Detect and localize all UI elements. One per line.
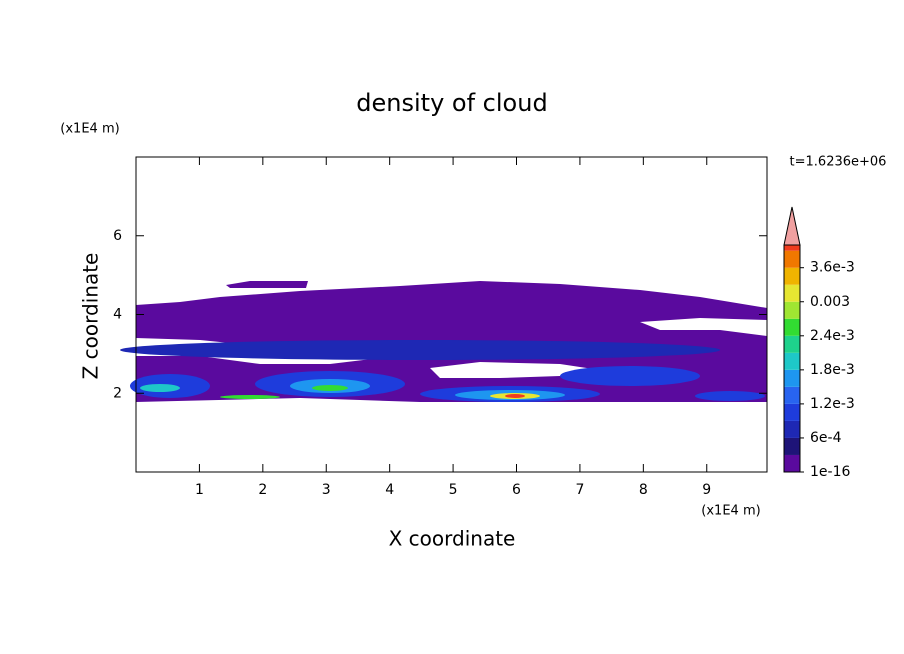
x-tick-label: 8 <box>639 482 648 498</box>
colorbar-extend <box>783 206 801 246</box>
contour-region <box>220 395 280 399</box>
contour-field <box>120 281 767 472</box>
contour-region <box>312 385 348 391</box>
colorbar-band <box>784 267 800 285</box>
colorbar-band <box>784 454 800 472</box>
time-label: t=1.6236e+06 <box>790 155 887 170</box>
colorbar-tick-label: 3.6e-3 <box>810 260 855 276</box>
contour-region <box>120 340 720 360</box>
colorbar-band <box>784 352 800 370</box>
colorbar-band <box>784 386 800 404</box>
x-tick-label: 2 <box>258 482 267 498</box>
y-axis-label: Z coordinate <box>79 253 103 380</box>
chart-title: density of cloud <box>356 89 547 117</box>
contour-region <box>695 391 765 401</box>
x-tick-label: 5 <box>449 482 458 498</box>
contour-region <box>226 281 308 288</box>
colorbar-tick-label: 2.4e-3 <box>810 328 855 344</box>
x-tick-label: 3 <box>322 482 331 498</box>
x-tick-label: 4 <box>385 482 394 498</box>
y-tick-label: 6 <box>113 228 122 244</box>
contour-gap <box>430 362 600 378</box>
x-tick-label: 1 <box>195 482 204 498</box>
colorbar-band <box>784 284 800 302</box>
contour-gap <box>640 318 767 336</box>
contour-region <box>560 366 700 386</box>
x-tick-label: 7 <box>575 482 584 498</box>
colorbar-band <box>784 437 800 455</box>
y-tick-label: 2 <box>113 385 122 401</box>
colorbar-tick-label: 1e-16 <box>810 464 850 480</box>
colorbar-band <box>784 245 800 251</box>
x-axis-label: X coordinate <box>389 527 516 551</box>
colorbar-band <box>784 250 800 268</box>
colorbar-tick-label: 6e-4 <box>810 430 842 446</box>
colorbar-tick-label: 1.2e-3 <box>810 396 855 412</box>
x-unit: (x1E4 m) <box>701 504 760 519</box>
contour-region <box>505 394 525 398</box>
contour-region <box>140 384 180 392</box>
colorbar-band <box>784 301 800 319</box>
colorbar-band <box>784 403 800 421</box>
colorbar-band <box>784 420 800 438</box>
colorbar-band <box>784 335 800 353</box>
colorbar-band <box>784 369 800 387</box>
colorbar-band <box>784 318 800 336</box>
contour-gap <box>136 402 767 472</box>
colorbar-tick-label: 1.8e-3 <box>810 362 855 378</box>
y-unit: (x1E4 m) <box>60 122 119 137</box>
y-tick-label: 4 <box>113 307 122 323</box>
x-tick-label: 6 <box>512 482 521 498</box>
x-tick-label: 9 <box>702 482 711 498</box>
colorbar-tick-label: 0.003 <box>810 294 850 310</box>
